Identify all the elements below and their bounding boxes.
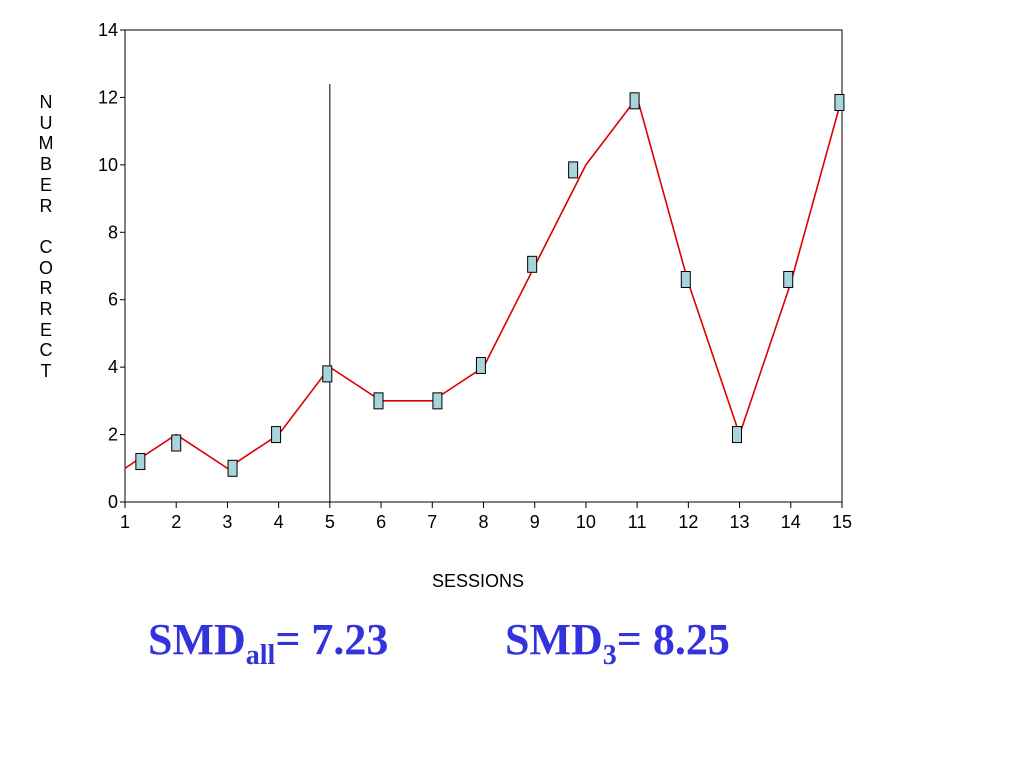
x-tick-label: 5	[325, 512, 335, 532]
smd-3-formula: SMD3= 8.25	[505, 614, 730, 672]
x-tick-label: 1	[120, 512, 130, 532]
series-line	[124, 95, 843, 470]
data-point-marker	[271, 426, 282, 444]
smd-all-subscript: all	[245, 640, 276, 671]
y-tick-label: 8	[108, 222, 118, 242]
x-tick-label: 14	[781, 512, 801, 532]
y-tick-label: 2	[108, 425, 118, 445]
y-axis-label: N U M B E R C O R R E C T	[38, 92, 54, 382]
x-tick-label: 11	[628, 512, 647, 532]
x-tick-label: 7	[427, 512, 437, 532]
smd-3-value: = 8.25	[616, 615, 730, 664]
y-tick-label: 10	[98, 155, 118, 175]
x-tick-label: 4	[274, 512, 284, 532]
data-point-marker	[783, 270, 794, 288]
data-point-marker	[732, 426, 743, 444]
y-axis-ticks: 0 2 4 6 8 10 12 14	[98, 20, 125, 512]
smd-all-value: = 7.23	[275, 615, 389, 664]
x-tick-label: 6	[376, 512, 386, 532]
smd-all-prefix: SMD	[148, 615, 246, 664]
data-point-marker	[432, 392, 443, 410]
data-point-marker	[568, 161, 579, 179]
data-point-marker	[527, 255, 538, 273]
x-tick-label: 2	[171, 512, 181, 532]
data-point-marker	[322, 365, 333, 383]
smd-3-subscript: 3	[602, 640, 617, 671]
data-point-marker	[834, 93, 845, 111]
x-tick-label: 12	[678, 512, 698, 532]
x-axis-label: SESSIONS	[432, 571, 524, 591]
smd-all-formula: SMDall= 7.23	[148, 614, 388, 672]
data-point-marker	[227, 459, 238, 477]
y-tick-label: 0	[108, 492, 118, 512]
data-point-marker	[680, 270, 691, 288]
x-tick-label: 9	[530, 512, 540, 532]
y-tick-label: 14	[98, 20, 118, 40]
y-tick-label: 4	[108, 357, 118, 377]
data-point-marker	[135, 453, 146, 471]
data-point-marker	[171, 434, 182, 452]
x-tick-label: 13	[730, 512, 750, 532]
x-tick-label: 10	[576, 512, 596, 532]
y-tick-label: 6	[108, 290, 118, 310]
smd-3-prefix: SMD	[505, 615, 603, 664]
x-axis-ticks: 1 2 3 4 5 6 7 8 9 10 11 12 13 14 15	[120, 502, 852, 532]
x-tick-label: 3	[222, 512, 232, 532]
x-tick-label: 15	[832, 512, 852, 532]
data-point-marker	[475, 356, 486, 374]
data-point-marker	[373, 392, 384, 410]
data-markers	[135, 92, 845, 477]
data-point-marker	[629, 92, 640, 110]
x-tick-label: 8	[478, 512, 488, 532]
y-tick-label: 12	[98, 87, 118, 107]
